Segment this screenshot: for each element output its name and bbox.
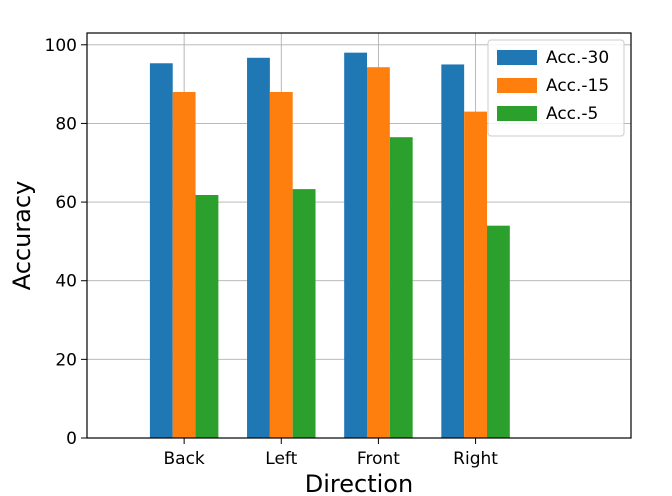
bars (149, 52, 510, 439)
y-axis-title: Accuracy (8, 181, 36, 291)
plot-frame (86, 32, 632, 439)
bar (344, 52, 368, 439)
bar (367, 67, 390, 438)
bar (292, 189, 316, 438)
legend-swatch (497, 106, 537, 121)
y-tick-label: 20 (55, 350, 77, 370)
axis-ticks: 0 20 40 60 80 100 Back Left Front Right (45, 36, 499, 469)
y-tick-label: 100 (45, 36, 77, 56)
bar (464, 111, 487, 438)
y-tick-label: 60 (55, 193, 77, 213)
x-axis-title: Direction (305, 470, 413, 496)
bar (195, 195, 219, 438)
bar (269, 91, 293, 438)
y-tick-label: 40 (55, 272, 77, 292)
y-tick-label: 0 (66, 429, 77, 449)
bar (247, 57, 270, 438)
bar (441, 64, 465, 439)
bar (172, 91, 196, 438)
legend-swatch (497, 78, 537, 93)
legend-label: Acc.-15 (546, 76, 609, 96)
x-tick-label: Left (265, 449, 297, 469)
y-tick-label: 80 (55, 114, 77, 134)
bar (389, 137, 413, 438)
x-tick-label: Front (357, 449, 400, 469)
bar (149, 63, 173, 438)
legend: Acc.-30 Acc.-15 Acc.-5 (487, 39, 625, 137)
bar (486, 225, 510, 438)
x-tick-label: Right (453, 449, 498, 469)
x-tick-label: Back (164, 449, 205, 469)
legend-swatch (497, 50, 537, 65)
legend-label: Acc.-30 (546, 48, 609, 68)
legend-label: Acc.-5 (546, 104, 598, 124)
